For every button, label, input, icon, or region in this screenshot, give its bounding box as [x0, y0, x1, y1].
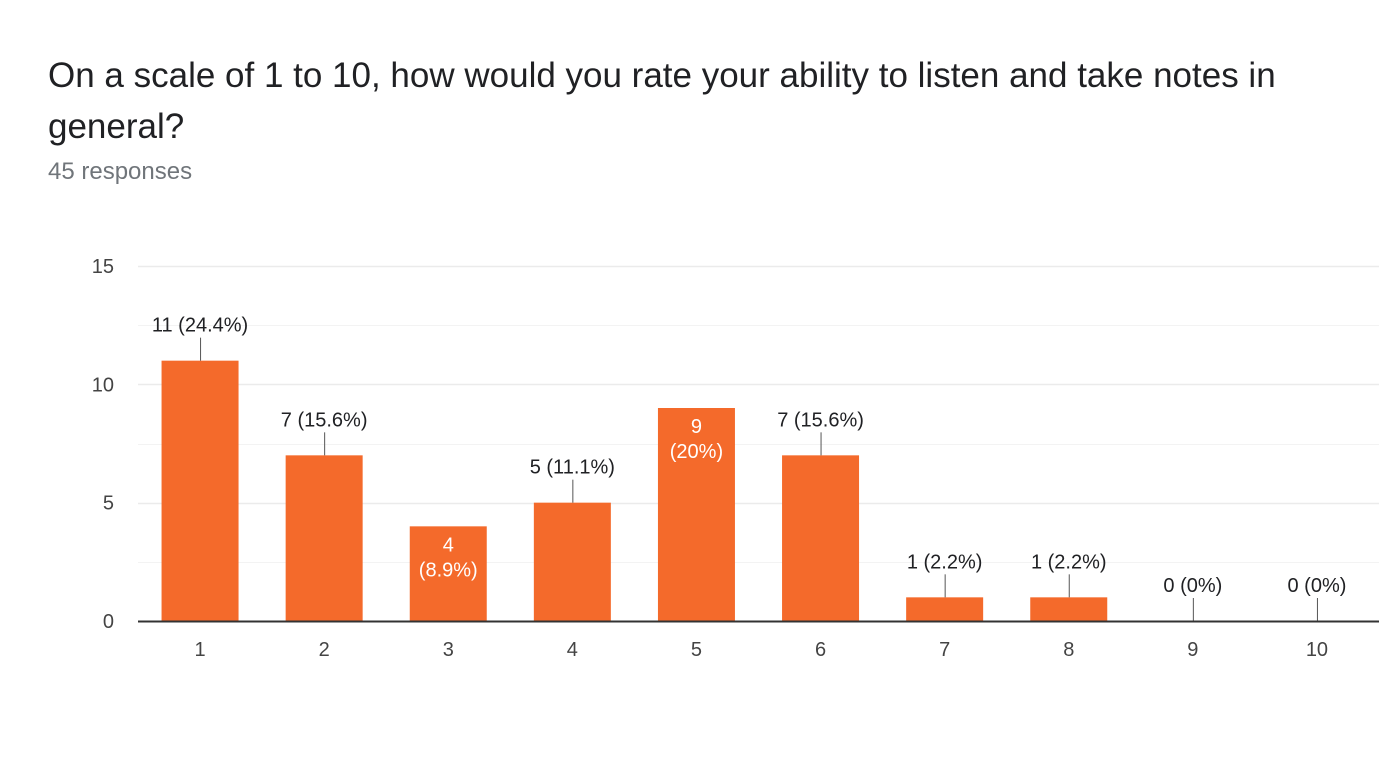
- bar: [409, 526, 487, 621]
- x-tick-label: 2: [319, 639, 330, 661]
- bar: [533, 502, 611, 621]
- data-label: 0 (0%): [1163, 575, 1222, 597]
- y-tick-label: 0: [103, 611, 114, 633]
- y-tick-label: 15: [92, 256, 114, 278]
- data-label: 9: [691, 416, 702, 438]
- data-label: 7 (15.6%): [281, 409, 368, 431]
- y-tick-label: 5: [103, 493, 114, 515]
- data-label: 7 (15.6%): [777, 409, 864, 431]
- bar: [285, 455, 363, 621]
- bar: [1030, 597, 1108, 621]
- x-tick-label: 3: [443, 639, 454, 661]
- data-label: (20%): [670, 441, 723, 463]
- x-tick-label: 10: [1306, 639, 1328, 661]
- data-label: 4: [443, 534, 454, 556]
- y-tick-label: 10: [92, 374, 114, 396]
- bar: [161, 360, 239, 621]
- x-tick-label: 5: [691, 639, 702, 661]
- response-count: 45 responses: [48, 158, 193, 185]
- bar: [657, 408, 735, 621]
- data-label: 0 (0%): [1287, 575, 1346, 597]
- question-title: On a scale of 1 to 10, how would you rat…: [48, 56, 1276, 146]
- data-label: 11 (24.4%): [152, 315, 248, 337]
- bar: [782, 455, 860, 621]
- data-label: 1 (2.2%): [907, 551, 983, 573]
- x-tick-label: 9: [1187, 639, 1198, 661]
- data-label: 1 (2.2%): [1031, 551, 1107, 573]
- x-tick-label: 7: [939, 639, 950, 661]
- bar: [906, 597, 984, 621]
- x-tick-label: 4: [567, 639, 578, 661]
- x-tick-label: 6: [815, 639, 826, 661]
- x-tick-label: 8: [1063, 639, 1074, 661]
- x-tick-label: 1: [194, 639, 205, 661]
- data-label: 5 (11.1%): [530, 457, 615, 479]
- data-label: (8.9%): [419, 559, 478, 581]
